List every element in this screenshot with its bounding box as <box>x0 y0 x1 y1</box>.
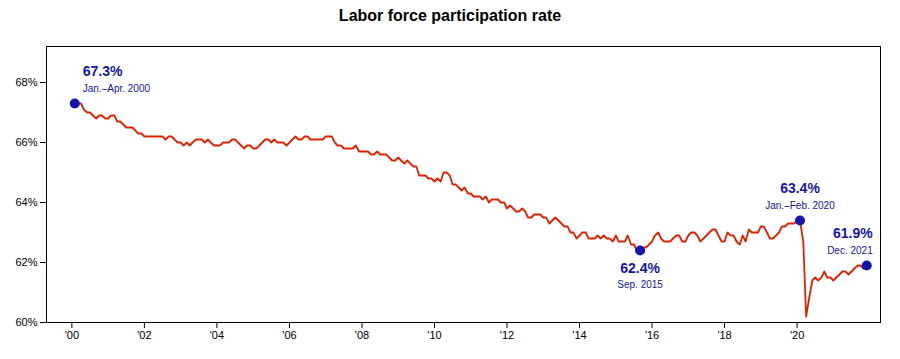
svg-text:66%: 66% <box>15 136 37 148</box>
svg-text:'08: '08 <box>355 329 369 341</box>
svg-text:63.4%: 63.4% <box>780 180 820 196</box>
svg-text:'18: '18 <box>717 329 731 341</box>
svg-text:'10: '10 <box>427 329 441 341</box>
svg-text:Dec. 2021: Dec. 2021 <box>827 245 873 256</box>
svg-text:Jan.–Apr. 2000: Jan.–Apr. 2000 <box>83 83 151 94</box>
svg-text:'00: '00 <box>65 329 79 341</box>
svg-text:68%: 68% <box>15 76 37 88</box>
svg-text:'14: '14 <box>572 329 586 341</box>
svg-text:'06: '06 <box>282 329 296 341</box>
svg-text:64%: 64% <box>15 196 37 208</box>
svg-text:62%: 62% <box>15 256 37 268</box>
svg-text:61.9%: 61.9% <box>833 225 873 241</box>
svg-text:67.3%: 67.3% <box>83 63 123 79</box>
svg-text:'16: '16 <box>645 329 659 341</box>
html-text:Labor force participation rate: Labor force participation rate <box>338 7 562 24</box>
svg-text:'04: '04 <box>210 329 224 341</box>
svg-text:62.4%: 62.4% <box>620 260 660 276</box>
svg-text:Jan.–Feb. 2020: Jan.–Feb. 2020 <box>765 200 835 211</box>
svg-text:'20: '20 <box>790 329 804 341</box>
svg-text:Sep. 2015: Sep. 2015 <box>617 279 663 290</box>
svg-text:'02: '02 <box>137 329 151 341</box>
svg-text:'12: '12 <box>500 329 514 341</box>
svg-text:60%: 60% <box>15 316 37 328</box>
